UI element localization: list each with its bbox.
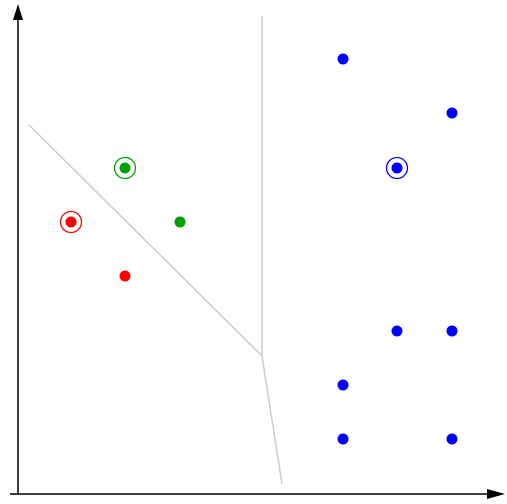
blue-point-dot [337,433,349,445]
blue-point-dot [446,433,458,445]
red-point [119,270,131,282]
red-point-circled [59,210,83,234]
blue-point-dot [446,325,458,337]
y-axis-arrowhead [13,4,23,20]
blue-point-ring [385,156,409,180]
red-point-dot [119,270,131,282]
blue-point-dot [337,53,349,65]
green-point [174,216,186,228]
blue-point [337,379,349,391]
blue-point [446,325,458,337]
x-axis-arrowhead [487,489,505,499]
green-point-ring [113,156,137,180]
blue-point [337,53,349,65]
blue-point [391,325,403,337]
blue-point-dot [391,162,403,174]
blue-point-dot [391,325,403,337]
blue-point-circled [385,156,409,180]
red-point-dot [65,216,77,228]
green-point-circled [113,156,137,180]
blue-point [446,107,458,119]
green-point-dot [174,216,186,228]
points-layer [59,53,458,445]
blue-point-dot [337,379,349,391]
green-point-dot [119,162,131,174]
blue-point [337,433,349,445]
boundary-line-diagonal [28,124,263,357]
boundary-line-lower [261,355,283,485]
blue-point [446,433,458,445]
blue-point-dot [446,107,458,119]
red-point-ring [59,210,83,234]
